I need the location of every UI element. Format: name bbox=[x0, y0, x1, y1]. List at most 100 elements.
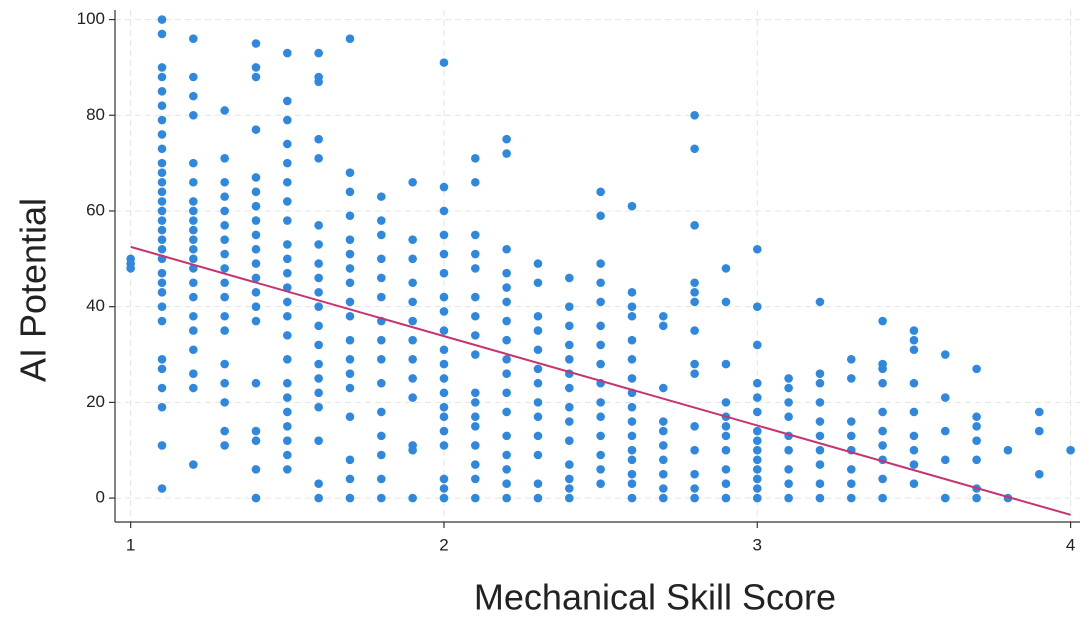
point bbox=[752, 455, 762, 465]
point bbox=[471, 388, 480, 398]
point bbox=[658, 417, 668, 426]
point bbox=[189, 254, 198, 264]
point bbox=[251, 173, 261, 182]
point bbox=[627, 374, 637, 383]
point bbox=[596, 412, 605, 422]
point bbox=[189, 216, 198, 225]
point bbox=[345, 168, 355, 177]
point bbox=[283, 421, 292, 431]
point bbox=[157, 115, 167, 125]
point bbox=[439, 474, 449, 484]
point bbox=[220, 378, 229, 388]
point bbox=[972, 436, 981, 445]
point bbox=[721, 479, 731, 489]
point bbox=[345, 493, 355, 503]
point bbox=[377, 192, 386, 201]
point bbox=[596, 450, 605, 460]
point bbox=[345, 235, 355, 244]
y-tick-label: 20 bbox=[86, 392, 105, 411]
point bbox=[157, 302, 167, 311]
point bbox=[878, 359, 887, 369]
point bbox=[909, 445, 919, 455]
point bbox=[157, 206, 167, 216]
point bbox=[690, 288, 699, 297]
point bbox=[189, 460, 198, 469]
point bbox=[533, 493, 543, 503]
point bbox=[940, 350, 950, 359]
point bbox=[909, 431, 919, 441]
point bbox=[533, 311, 543, 321]
point bbox=[658, 321, 668, 331]
point bbox=[596, 211, 605, 221]
point bbox=[533, 364, 543, 374]
point bbox=[377, 230, 386, 240]
point bbox=[721, 465, 731, 474]
point bbox=[502, 268, 511, 278]
point bbox=[251, 465, 261, 474]
point bbox=[596, 479, 605, 489]
point bbox=[220, 292, 229, 302]
point bbox=[189, 197, 198, 206]
x-tick-label: 2 bbox=[439, 535, 448, 554]
point bbox=[157, 144, 167, 154]
point bbox=[878, 426, 887, 436]
point bbox=[815, 479, 825, 489]
point bbox=[439, 402, 449, 412]
point bbox=[846, 493, 856, 503]
point bbox=[815, 431, 825, 441]
point bbox=[565, 273, 574, 283]
point bbox=[314, 221, 323, 230]
point bbox=[251, 436, 261, 445]
point bbox=[627, 311, 637, 321]
point bbox=[157, 316, 167, 326]
point bbox=[157, 87, 167, 96]
point bbox=[157, 355, 167, 364]
point bbox=[502, 297, 511, 307]
point bbox=[439, 206, 449, 216]
point bbox=[502, 407, 511, 417]
point bbox=[846, 355, 856, 364]
point bbox=[283, 48, 292, 58]
point bbox=[815, 493, 825, 503]
point bbox=[439, 359, 449, 369]
point bbox=[784, 412, 793, 422]
point bbox=[314, 493, 323, 503]
y-tick-label: 80 bbox=[86, 105, 105, 124]
point bbox=[878, 378, 887, 388]
point bbox=[502, 493, 511, 503]
point bbox=[345, 34, 355, 44]
point bbox=[220, 426, 229, 436]
fit-line bbox=[130, 245, 1071, 516]
point bbox=[189, 278, 198, 288]
point bbox=[157, 101, 167, 111]
point bbox=[157, 235, 167, 244]
point bbox=[251, 230, 261, 240]
point bbox=[690, 359, 699, 369]
point bbox=[815, 445, 825, 455]
point bbox=[471, 249, 480, 259]
point bbox=[251, 288, 261, 297]
point bbox=[251, 244, 261, 254]
point bbox=[189, 311, 198, 321]
point bbox=[283, 436, 292, 445]
point bbox=[439, 388, 449, 398]
point bbox=[251, 273, 261, 283]
point bbox=[658, 311, 668, 321]
point bbox=[972, 493, 981, 503]
point bbox=[220, 206, 229, 216]
point bbox=[1034, 426, 1044, 436]
point bbox=[471, 154, 480, 163]
point bbox=[157, 177, 167, 187]
point bbox=[940, 393, 950, 402]
point bbox=[439, 58, 449, 67]
point bbox=[909, 345, 919, 355]
point bbox=[627, 402, 637, 412]
point bbox=[220, 264, 229, 273]
point bbox=[752, 465, 762, 474]
point bbox=[189, 225, 198, 235]
point bbox=[596, 259, 605, 268]
point bbox=[377, 378, 386, 388]
point bbox=[283, 96, 292, 106]
point bbox=[752, 474, 762, 484]
point bbox=[314, 48, 323, 58]
